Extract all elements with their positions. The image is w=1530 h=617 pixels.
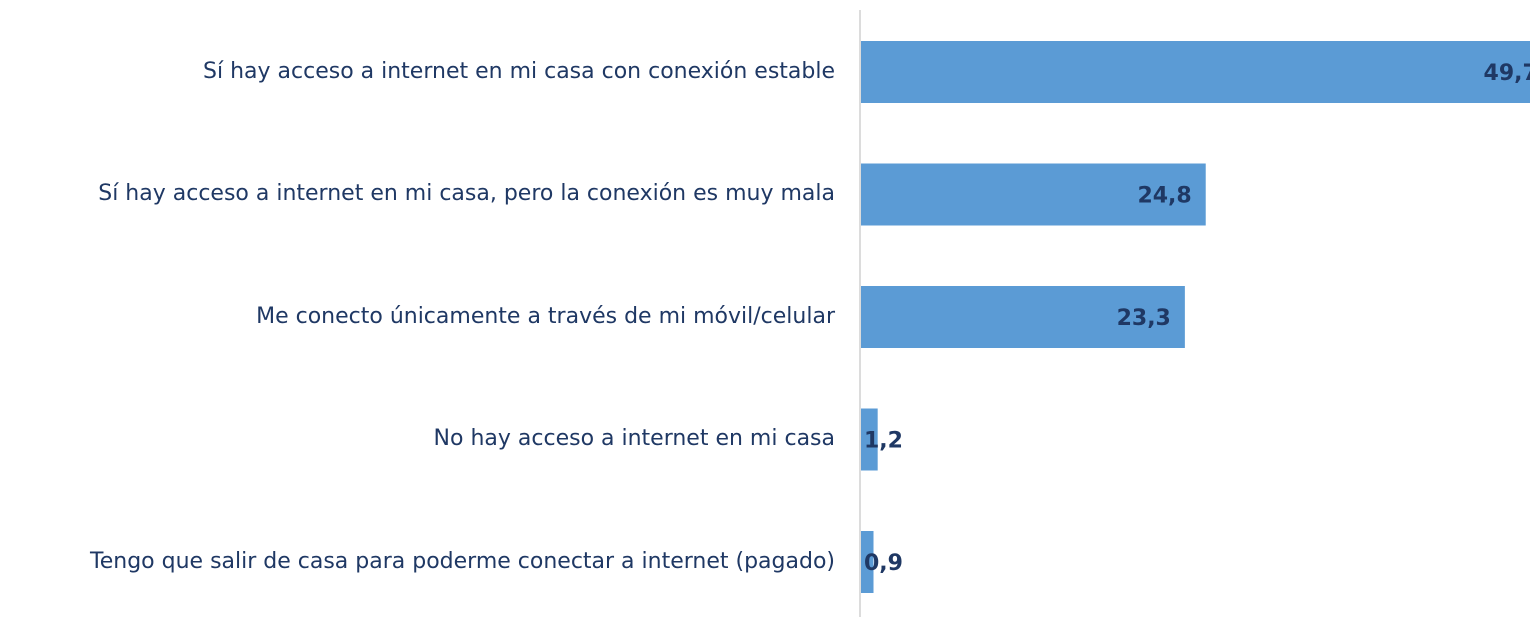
value-label: 1,2 — [864, 429, 903, 454]
value-label: 23,3 — [1117, 306, 1171, 331]
bar — [861, 41, 1530, 103]
category-label: Me conecto únicamente a través de mi móv… — [256, 303, 835, 329]
category-label: Sí hay acceso a internet en mi casa con … — [203, 58, 835, 84]
bar — [861, 531, 874, 593]
category-label: Sí hay acceso a internet en mi casa, per… — [98, 181, 835, 207]
category-label-box: Me conecto únicamente a través de mi móv… — [0, 256, 835, 378]
category-label: No hay acceso a internet en mi casa — [433, 426, 835, 452]
category-label-box: No hay acceso a internet en mi casa — [0, 379, 835, 501]
bar — [861, 286, 1185, 348]
value-label: 0,9 — [864, 551, 903, 576]
category-label-box: Tengo que salir de casa para poderme con… — [0, 501, 835, 617]
category-label: Tengo que salir de casa para poderme con… — [90, 548, 835, 574]
bar — [861, 163, 1206, 226]
category-label-box: Sí hay acceso a internet en mi casa con … — [0, 11, 835, 133]
category-label-box: Sí hay acceso a internet en mi casa, per… — [0, 134, 835, 256]
bar — [861, 408, 878, 471]
value-label: 24,8 — [1137, 184, 1191, 209]
value-label: 49,7 — [1484, 61, 1530, 86]
